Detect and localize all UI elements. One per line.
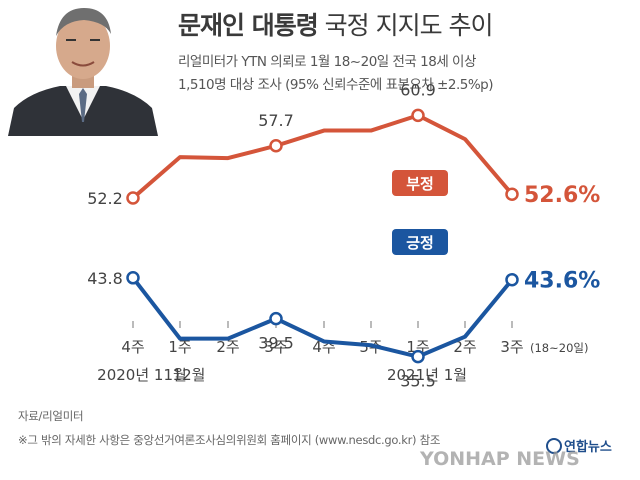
logo-ring-icon <box>546 438 562 454</box>
watermark: YONHAP NEWS <box>420 448 580 470</box>
period-label: 12월 <box>173 366 206 384</box>
page-title: 문재인 대통령 국정 지지도 추이 <box>178 6 494 42</box>
period-label: 2020년 11월 <box>97 366 187 384</box>
x-tick-label: 1주 <box>168 338 191 356</box>
data-point <box>269 311 283 326</box>
source-label: 자료/리얼미터 <box>18 409 84 423</box>
yonhap-logo: 연합뉴스 <box>546 436 612 455</box>
x-tick-note: (18~20일) <box>530 341 588 355</box>
data-label: 35.5 <box>400 372 436 391</box>
data-label: 52.6% <box>524 183 600 208</box>
data-label: 43.8 <box>87 269 123 288</box>
data-point <box>411 108 425 123</box>
data-label: 39.5 <box>258 334 294 353</box>
x-tick-label: 4주 <box>121 338 144 356</box>
data-point <box>126 191 140 205</box>
data-label: 57.7 <box>258 111 294 130</box>
data-point <box>126 271 140 285</box>
legend-negative-box <box>392 170 448 196</box>
cropped-bottom-strip <box>0 466 640 480</box>
survey-note-line-2: 1,510명 대상 조사 (95% 신뢰수준에 표본오차 ±2.5%p) <box>178 77 494 93</box>
period-label: 2021년 1월 <box>387 366 467 384</box>
series-line-positive <box>131 275 514 359</box>
data-point <box>505 187 519 201</box>
data-label: 60.9 <box>400 80 436 99</box>
legend-negative-label: 부정 <box>406 175 434 193</box>
footer-note: ※그 밖의 자세한 사항은 중앙선거여론조사심의위원회 홈페이지 (www.ne… <box>18 433 441 447</box>
data-point <box>411 349 425 364</box>
legend-positive-box <box>392 229 448 255</box>
legend-positive-label: 긍정 <box>406 234 434 252</box>
title-sub: 국정 지지도 추이 <box>317 11 494 40</box>
x-tick-label: 1주 <box>406 338 429 356</box>
x-tick-label: 3주 <box>500 338 523 356</box>
president-portrait <box>8 0 158 136</box>
data-point <box>505 272 519 287</box>
x-tick-label: 2주 <box>453 338 476 356</box>
x-tick-label: 2주 <box>216 338 239 356</box>
x-tick-label: 3주 <box>264 338 287 356</box>
survey-note-line-1: 리얼미터가 YTN 의뢰로 1월 18~20일 전국 18세 이상 <box>178 54 476 70</box>
data-point <box>269 139 283 153</box>
series-line-negative <box>131 113 514 200</box>
title-main: 문재인 대통령 <box>178 11 319 40</box>
data-label: 52.2 <box>87 189 123 208</box>
data-label: 43.6% <box>524 269 600 294</box>
logo-text: 연합뉴스 <box>564 440 612 455</box>
